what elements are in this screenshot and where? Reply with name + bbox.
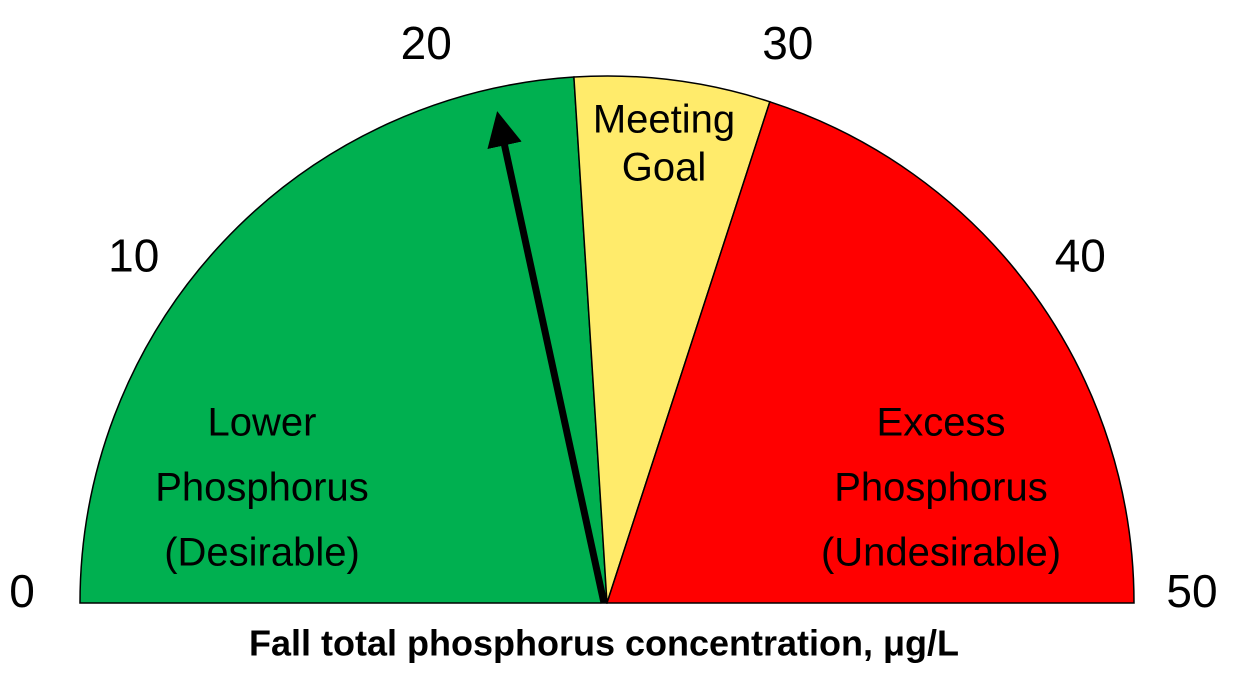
axis-label: Fall total phosphorus concentration, μg/… [249, 623, 959, 664]
tick-label: 50 [1166, 565, 1217, 617]
tick-label: 10 [108, 229, 159, 281]
band-label: Excess [877, 401, 1006, 445]
band-label: Phosphorus [155, 466, 368, 510]
band-label: Goal [622, 146, 707, 190]
gauge-band [79, 76, 608, 604]
needle [487, 111, 608, 604]
band-label: (Undesirable) [821, 531, 1061, 575]
tick-label: 20 [401, 17, 452, 69]
band-label: Meeting [593, 98, 735, 142]
band-label: (Desirable) [164, 531, 360, 575]
band-label: Lower [208, 401, 317, 445]
band-label: Phosphorus [834, 466, 1047, 510]
tick-label: 40 [1055, 229, 1106, 281]
tick-label: 30 [762, 17, 813, 69]
gauge-band [605, 100, 1135, 604]
tick-label: 0 [9, 565, 35, 617]
gauge-band [573, 75, 771, 604]
